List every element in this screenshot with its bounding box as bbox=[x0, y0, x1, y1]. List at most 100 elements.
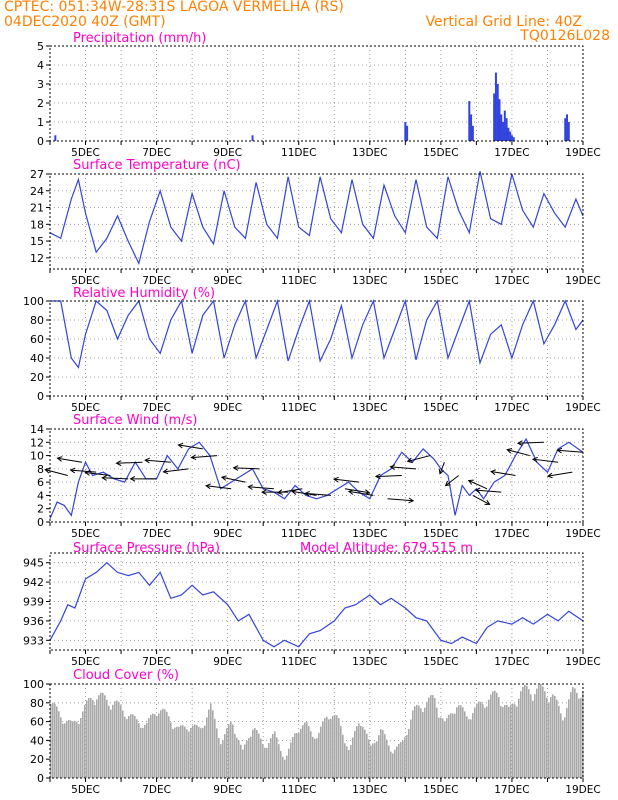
cloud-bar bbox=[404, 737, 406, 778]
wind-arrow bbox=[472, 494, 490, 505]
cloud-bar bbox=[80, 718, 82, 778]
cloud-bar bbox=[346, 746, 348, 778]
y-tick-label: 100 bbox=[23, 295, 44, 308]
wind-arrow bbox=[70, 469, 97, 473]
cloud-bar bbox=[114, 701, 116, 778]
y-tick-label: 80 bbox=[30, 697, 44, 710]
cloud-bar bbox=[384, 734, 386, 778]
cloud-bar bbox=[130, 714, 132, 778]
header-model: TQ0126L028 bbox=[520, 28, 610, 44]
cloud-bar bbox=[484, 707, 486, 778]
cloud-bar bbox=[304, 722, 306, 778]
cloud-bar bbox=[132, 714, 134, 778]
y-tick-label: 21 bbox=[30, 202, 44, 215]
cloud-bar bbox=[532, 700, 534, 778]
cloud-bar bbox=[492, 691, 494, 778]
cloud-bar bbox=[120, 705, 122, 778]
cloud-bar bbox=[292, 737, 294, 778]
wind-arrowhead bbox=[474, 487, 481, 494]
cloud-bar bbox=[506, 704, 508, 778]
wind-arrowhead bbox=[506, 448, 513, 454]
y-tick-label: 945 bbox=[23, 557, 44, 570]
cloud-bar bbox=[284, 759, 286, 778]
wind-arrowhead bbox=[69, 467, 76, 474]
cloud-bar bbox=[172, 728, 174, 778]
cloud-bar bbox=[228, 724, 230, 778]
y-tick-label: 60 bbox=[30, 333, 44, 346]
cloud-bar bbox=[244, 744, 246, 778]
y-tick-label: 40 bbox=[30, 734, 44, 747]
cloud-bar bbox=[176, 726, 178, 778]
cloud-bar bbox=[254, 727, 256, 778]
cloud-bar bbox=[62, 723, 64, 778]
cloud-bar bbox=[220, 744, 222, 778]
wind-arrow bbox=[344, 488, 370, 494]
x-tick-label: 5DEC bbox=[71, 528, 100, 540]
cloud-bar bbox=[504, 705, 506, 778]
cloud-bar bbox=[90, 697, 92, 778]
cloud-bar bbox=[198, 726, 200, 778]
x-tick-label: 9DEC bbox=[213, 528, 242, 540]
cloud-bar bbox=[502, 707, 504, 778]
wind-arrowhead bbox=[115, 460, 122, 466]
x-tick-label: 15DEC bbox=[423, 528, 458, 540]
cloud-bar bbox=[240, 744, 242, 778]
wind-arrowhead bbox=[389, 464, 396, 471]
wind-arrowhead bbox=[406, 457, 413, 464]
x-tick-label: 19DEC bbox=[565, 784, 600, 796]
cloud-bar bbox=[202, 727, 204, 778]
cloud-bar bbox=[296, 732, 298, 778]
wind-arrow bbox=[221, 476, 246, 483]
cloud-bar bbox=[174, 727, 176, 778]
x-tick-label: 11DEC bbox=[281, 656, 316, 668]
cloud-bar bbox=[318, 732, 320, 778]
cloud-bar bbox=[578, 698, 580, 778]
panel-title: Precipitation (mm/h) bbox=[73, 31, 206, 46]
wind-arrow bbox=[507, 449, 530, 457]
cloud-bar bbox=[196, 724, 198, 778]
cloud-bar bbox=[238, 740, 240, 778]
cloud-bar bbox=[222, 740, 224, 778]
cloud-bar bbox=[386, 739, 388, 778]
y-tick-label: 1 bbox=[37, 116, 44, 129]
cloud-bar bbox=[280, 751, 282, 778]
y-tick-label: 27 bbox=[30, 168, 44, 181]
y-tick-label: 15 bbox=[30, 235, 44, 248]
wind-arrowhead bbox=[490, 469, 496, 475]
cloud-bar bbox=[306, 721, 308, 778]
cloud-bar bbox=[192, 725, 194, 778]
cloud-bar bbox=[376, 741, 378, 778]
x-tick-label: 15DEC bbox=[423, 275, 458, 287]
cloud-bar bbox=[160, 710, 162, 778]
precip-bar bbox=[494, 72, 497, 141]
cloud-bar bbox=[534, 694, 536, 778]
cloud-bar bbox=[468, 719, 470, 778]
x-tick-label: 5DEC bbox=[71, 656, 100, 668]
wind-arrowhead bbox=[56, 456, 63, 462]
wind-arrow bbox=[102, 477, 129, 480]
x-tick-label: 5DEC bbox=[71, 275, 100, 287]
x-tick-label: 11DEC bbox=[281, 784, 316, 796]
wind-arrow bbox=[163, 468, 189, 473]
cloud-bar bbox=[572, 687, 574, 778]
cloud-bar bbox=[86, 700, 88, 778]
cloud-bar bbox=[410, 719, 412, 778]
cloud-bar bbox=[264, 747, 266, 778]
y-tick-label: 939 bbox=[23, 596, 44, 609]
panel-title: Surface Wind (m/s) bbox=[73, 413, 197, 428]
cloud-bar bbox=[336, 715, 338, 778]
cloud-bar bbox=[526, 685, 528, 778]
cloud-bar bbox=[144, 724, 146, 778]
y-tick-label: 0 bbox=[37, 135, 44, 148]
cloud-bar bbox=[294, 733, 296, 778]
cloud-bar bbox=[236, 737, 238, 778]
wind-arrow bbox=[191, 455, 218, 459]
cloud-bar bbox=[478, 701, 480, 778]
cloud-bar bbox=[324, 718, 326, 778]
wind-arrow bbox=[532, 458, 559, 463]
cloud-bar bbox=[180, 725, 182, 778]
cloud-bar bbox=[140, 727, 142, 778]
x-tick-label: 13DEC bbox=[352, 528, 387, 540]
x-tick-label: 15DEC bbox=[423, 656, 458, 668]
y-tick-label: 4 bbox=[37, 59, 44, 72]
